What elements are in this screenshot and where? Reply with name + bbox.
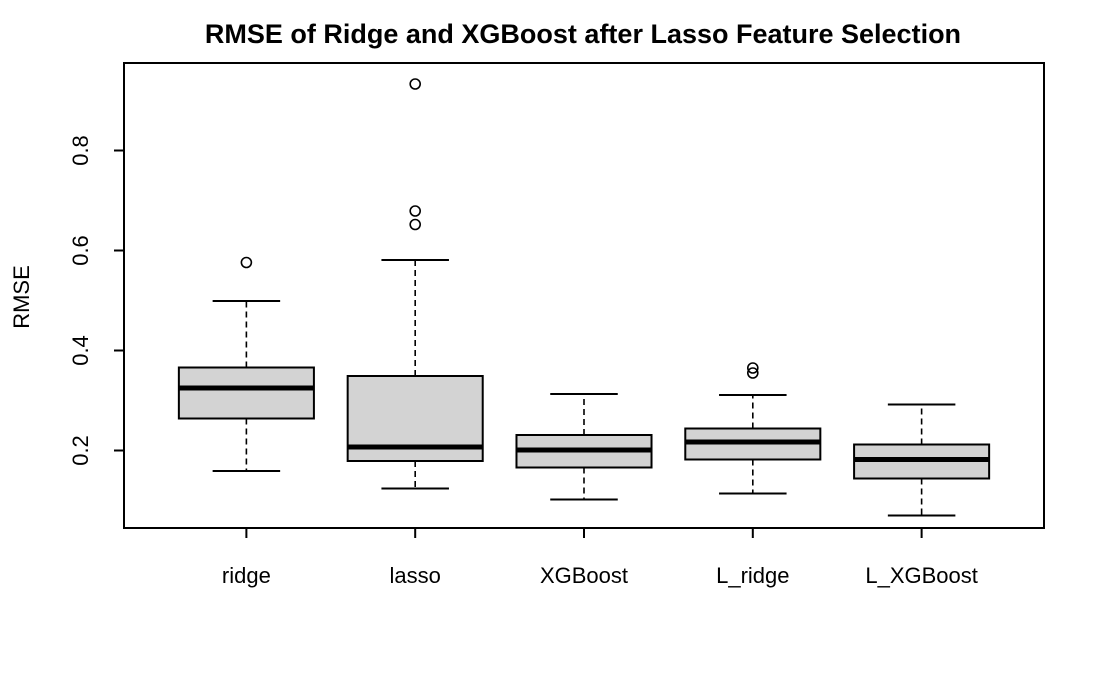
box-lasso [346,78,484,490]
y-axis-label: RMSE [9,265,34,329]
y-tick-label: 0.8 [68,135,93,166]
y-axis: 0.2 0.4 0.6 0.8 [68,135,124,466]
outlier-point [747,362,759,374]
box-xgboost [515,393,653,501]
iqr-box [177,366,315,420]
y-tick-label: 0.2 [68,435,93,466]
x-axis: ridge lasso XGBoost L_ridge L_XGBoost [222,528,978,588]
outlier-point [409,205,421,217]
x-tick-label: L_XGBoost [865,563,978,588]
x-tick-label: lasso [390,563,441,588]
x-tick-label: XGBoost [540,563,628,588]
x-tick-label: L_ridge [716,563,789,588]
box-series [177,78,991,517]
y-tick-label: 0.6 [68,235,93,266]
y-tick-label: 0.4 [68,335,93,366]
outlier-point [747,367,759,379]
box-l-ridge [684,362,822,495]
box-l-xgboost [853,403,991,517]
outlier-point [240,256,253,269]
outlier-point [409,78,421,90]
x-tick-label: ridge [222,563,271,588]
chart-title: RMSE of Ridge and XGBoost after Lasso Fe… [205,19,961,49]
box-ridge [177,256,315,472]
outlier-point [409,218,421,231]
